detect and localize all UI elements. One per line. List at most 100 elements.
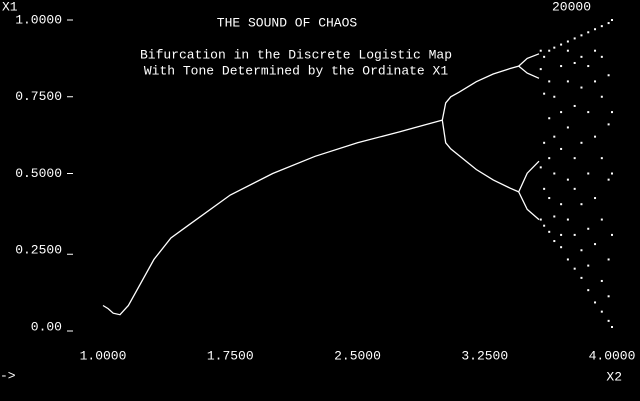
point (566, 126, 569, 129)
point (566, 178, 569, 181)
line-series (518, 160, 540, 193)
point (553, 135, 556, 138)
point (553, 46, 556, 49)
point (566, 218, 569, 221)
line-series (518, 53, 540, 67)
point (587, 65, 590, 68)
point (607, 178, 610, 181)
point (594, 301, 597, 304)
point (600, 25, 603, 28)
point (573, 61, 576, 64)
point (539, 166, 542, 169)
point (607, 319, 610, 322)
point (553, 215, 556, 218)
point (543, 55, 546, 58)
point (573, 104, 576, 107)
line-series (518, 191, 540, 221)
point (580, 249, 583, 252)
x-tick-label: 2.5000 (334, 348, 381, 363)
point (543, 187, 546, 190)
x-tick-label: 1.0000 (80, 348, 127, 363)
point (607, 295, 610, 298)
point (548, 80, 551, 83)
point (573, 187, 576, 190)
point (594, 243, 597, 246)
point (560, 111, 563, 114)
point (607, 258, 610, 261)
point (543, 141, 546, 144)
point (553, 95, 556, 98)
point (594, 135, 597, 138)
chart-title: THE SOUND OF CHAOS (217, 15, 358, 30)
point (560, 147, 563, 150)
point (548, 157, 551, 160)
point (587, 264, 590, 267)
point (543, 224, 546, 227)
point (560, 246, 563, 249)
chart-subtitle: With Tone Determined by the Ordinate X1 (144, 63, 448, 78)
point (553, 172, 556, 175)
point (594, 49, 597, 52)
point (600, 157, 603, 160)
point (573, 267, 576, 270)
point (560, 233, 563, 236)
point (594, 80, 597, 83)
point (587, 172, 590, 175)
point (600, 55, 603, 58)
point (600, 279, 603, 282)
point (587, 227, 590, 230)
point (580, 86, 583, 89)
point (566, 80, 569, 83)
point (548, 117, 551, 120)
y-axis-label: X1 (2, 0, 18, 14)
point (560, 203, 563, 206)
prompt: -> (0, 368, 16, 383)
point (611, 233, 613, 236)
point (560, 65, 563, 68)
point (566, 258, 569, 261)
x-axis-label: X2 (606, 369, 622, 384)
point (539, 218, 542, 221)
point (607, 74, 610, 77)
point (548, 197, 551, 200)
point (580, 141, 583, 144)
point (600, 310, 603, 313)
corner-label: 20000 (552, 0, 591, 14)
point (580, 55, 583, 58)
point (539, 49, 542, 52)
x-tick-label: 3.2500 (461, 348, 508, 363)
point (566, 49, 569, 52)
y-tick-label: 0.7500 (15, 89, 62, 104)
point (580, 203, 583, 206)
point (580, 276, 583, 279)
x-tick-label: 1.7500 (207, 348, 254, 363)
point (573, 233, 576, 236)
line-series (441, 120, 519, 193)
point (566, 40, 569, 43)
point (611, 19, 613, 21)
y-tick-label: 0.5000 (15, 166, 62, 181)
point (539, 68, 542, 71)
point (607, 22, 610, 25)
point (553, 240, 556, 243)
y-tick-label: 1.0000 (15, 12, 62, 27)
point (560, 43, 563, 46)
point (543, 92, 546, 95)
point (594, 197, 597, 200)
point (587, 289, 590, 292)
point (587, 111, 590, 114)
line-series (102, 119, 443, 316)
point (594, 28, 597, 31)
x-tick-label: 4.0000 (589, 348, 636, 363)
point (611, 111, 613, 114)
chart-subtitle: Bifurcation in the Discrete Logistic Map (140, 47, 452, 62)
point (580, 34, 583, 37)
point (600, 95, 603, 98)
point (611, 172, 613, 175)
point (573, 37, 576, 40)
y-tick-label: 0.00 (31, 319, 62, 334)
point (548, 230, 551, 233)
point (548, 49, 551, 52)
point (611, 326, 613, 328)
